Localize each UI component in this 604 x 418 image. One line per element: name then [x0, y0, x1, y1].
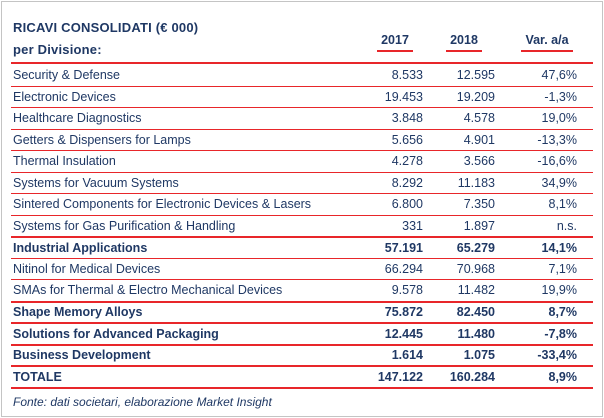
column-header-var: Var. a/a — [501, 33, 593, 62]
division-label: Business Development — [13, 348, 151, 363]
value-var: -7,8% — [544, 326, 577, 341]
value-2018: 11.480 — [457, 326, 495, 341]
division-label: Shape Memory Alloys — [13, 305, 143, 320]
table-row: Sintered Components for Electronic Devic… — [11, 193, 593, 215]
value-2018: 4.578 — [463, 111, 495, 126]
value-var: 14,1% — [541, 240, 577, 255]
division-label: Getters & Dispensers for Lamps — [13, 132, 191, 147]
value-2017: 66.294 — [384, 261, 423, 276]
table-title: RICAVI CONSOLIDATI (€ 000) — [13, 20, 199, 35]
value-var: 8,1% — [548, 197, 578, 212]
value-2018: 1.075 — [463, 348, 495, 363]
value-2017: 331 — [402, 218, 423, 233]
column-header-2018: 2018 — [427, 33, 501, 62]
value-var: 47,6% — [541, 67, 577, 82]
division-label: Solutions for Advanced Packaging — [13, 326, 219, 341]
value-2017: 6.800 — [391, 197, 423, 212]
table-title-block: RICAVI CONSOLIDATI (€ 000) per Divisione… — [11, 18, 363, 62]
table-row-subtotal: Business Development 1.614 1.075 -33,4% — [11, 343, 593, 366]
value-2018: 7.350 — [463, 197, 495, 212]
value-2017: 3.848 — [391, 111, 423, 126]
value-2018: 19.209 — [456, 89, 495, 104]
value-2017: 19.453 — [384, 89, 423, 104]
table-row: Getters & Dispensers for Lamps 5.656 4.9… — [11, 128, 593, 151]
value-var: n.s. — [556, 218, 577, 233]
value-2018: 3.566 — [463, 154, 495, 169]
value-var: 7,1% — [548, 261, 578, 276]
division-label: SMAs for Thermal & Electro Mechanical De… — [13, 283, 283, 298]
value-2018: 12.595 — [456, 67, 495, 82]
value-2017: 8.533 — [391, 67, 423, 82]
value-2017: 75.872 — [384, 305, 423, 320]
division-label: Thermal Insulation — [13, 154, 116, 169]
value-var: 8,9% — [548, 369, 578, 384]
table-subtitle: per Divisione: — [13, 42, 102, 57]
table-row: SMAs for Thermal & Electro Mechanical De… — [11, 279, 593, 301]
table-row-subtotal: Shape Memory Alloys 75.872 82.450 8,7% — [11, 300, 593, 323]
table-row-subtotal: Solutions for Advanced Packaging 12.445 … — [11, 322, 593, 344]
division-label: TOTALE — [13, 369, 62, 384]
division-label: Electronic Devices — [13, 89, 116, 104]
table-row-total: TOTALE 147.122 160.284 8,9% — [11, 365, 593, 387]
value-2018: 1.897 — [463, 218, 495, 233]
value-2018: 4.901 — [463, 132, 495, 147]
table-header: RICAVI CONSOLIDATI (€ 000) per Divisione… — [11, 7, 593, 64]
value-2017: 1.614 — [391, 348, 423, 363]
value-2017: 9.578 — [391, 283, 423, 298]
value-2017: 57.191 — [384, 240, 423, 255]
value-2018: 11.482 — [457, 283, 495, 298]
value-2018: 65.279 — [456, 240, 495, 255]
division-label: Nitinol for Medical Devices — [13, 261, 161, 276]
value-2017: 12.445 — [384, 326, 423, 341]
value-var: -13,3% — [537, 132, 577, 147]
division-label: Sintered Components for Electronic Devic… — [13, 197, 312, 212]
division-label: Industrial Applications — [13, 240, 148, 255]
table-row-subtotal: Industrial Applications 57.191 65.279 14… — [11, 236, 593, 258]
value-var: -1,3% — [544, 89, 577, 104]
table-row: Systems for Gas Purification & Handling … — [11, 214, 593, 237]
table-row: Nitinol for Medical Devices 66.294 70.96… — [11, 257, 593, 280]
division-label: Healthcare Diagnostics — [13, 111, 142, 126]
value-2017: 4.278 — [391, 154, 423, 169]
table-body: Security & Defense 8.533 12.595 47,6% El… — [11, 64, 593, 389]
value-var: 19,0% — [541, 111, 577, 126]
division-label: Security & Defense — [13, 67, 120, 82]
value-2018: 11.183 — [457, 175, 495, 190]
value-2017: 5.656 — [391, 132, 423, 147]
table-row: Healthcare Diagnostics 3.848 4.578 19,0% — [11, 107, 593, 129]
value-var: 34,9% — [541, 175, 577, 190]
source-note: Fonte: dati societari, elaborazione Mark… — [13, 394, 272, 409]
value-2018: 82.450 — [456, 305, 495, 320]
value-2018: 70.968 — [456, 261, 495, 276]
table-row: Systems for Vacuum Systems 8.292 11.183 … — [11, 171, 593, 194]
value-var: 8,7% — [548, 305, 578, 320]
value-2017: 147.122 — [377, 369, 423, 384]
column-header-2017: 2017 — [363, 33, 427, 62]
value-2018: 160.284 — [449, 369, 495, 384]
table-row: Electronic Devices 19.453 19.209 -1,3% — [11, 85, 593, 108]
value-2017: 8.292 — [391, 175, 423, 190]
value-var: -16,6% — [537, 154, 577, 169]
division-label: Systems for Vacuum Systems — [13, 175, 179, 190]
value-var: 19,9% — [541, 283, 577, 298]
table-row: Security & Defense 8.533 12.595 47,6% — [11, 64, 593, 86]
division-label: Systems for Gas Purification & Handling — [13, 218, 236, 233]
value-var: -33,4% — [537, 348, 577, 363]
table-row: Thermal Insulation 4.278 3.566 -16,6% — [11, 150, 593, 172]
